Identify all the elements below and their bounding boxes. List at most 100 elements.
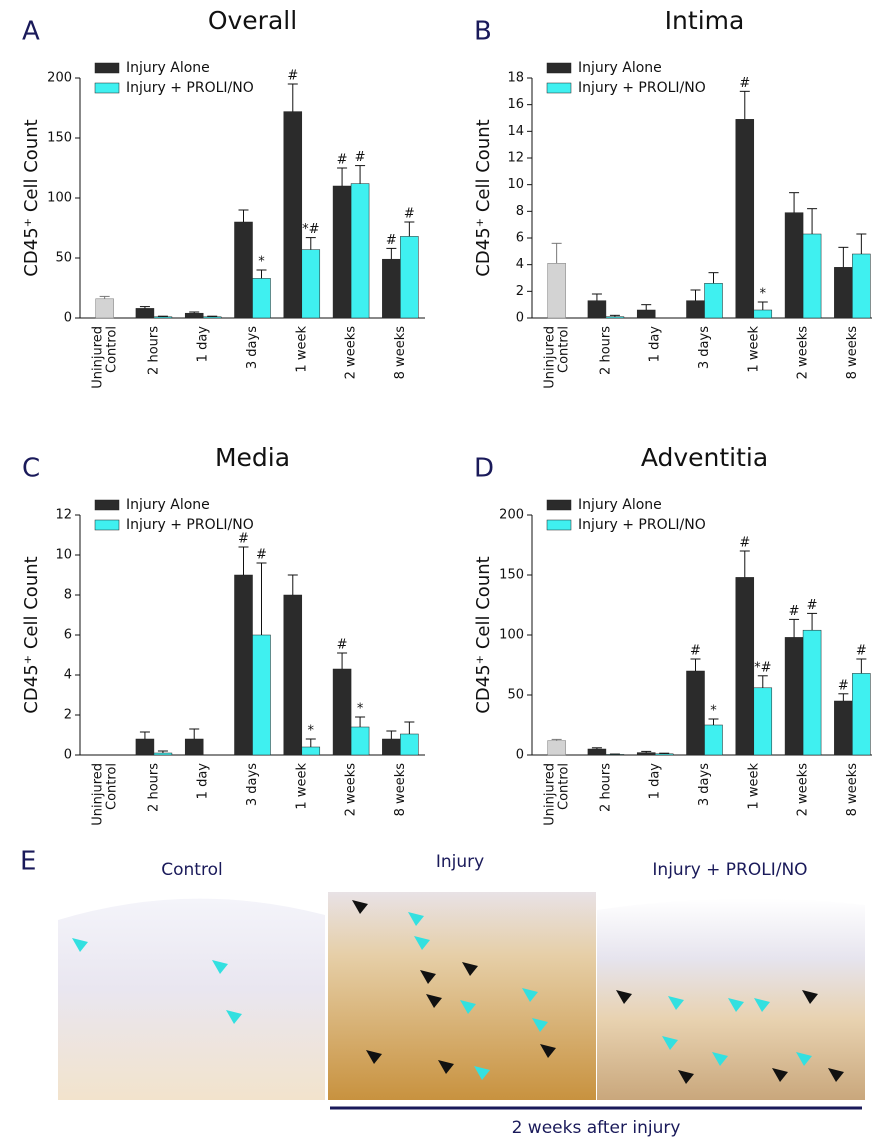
y-tick-label: 6 xyxy=(64,628,72,643)
legend-swatch xyxy=(547,63,571,73)
chart-title: Overall xyxy=(208,6,297,35)
caption: 2 weeks after injury xyxy=(512,1118,681,1138)
y-tick-label: 12 xyxy=(55,508,72,523)
chart-title: Intima xyxy=(665,6,745,35)
legend-swatch xyxy=(547,520,571,530)
x-tick-label-line: Uninjured xyxy=(90,763,105,826)
bar xyxy=(687,301,705,318)
significance-mark: # xyxy=(789,604,800,619)
legend-swatch xyxy=(547,500,571,510)
x-tick-label: 8 weeks xyxy=(393,326,408,380)
x-tick-label: 2 hours xyxy=(146,326,161,375)
significance-mark: # xyxy=(238,532,249,547)
x-tick-label: UninjuredControl xyxy=(542,326,571,389)
legend-swatch xyxy=(95,520,119,530)
bar xyxy=(185,739,203,755)
y-axis-label: CD45⁺ Cell Count xyxy=(473,556,494,713)
x-tick-label: 1 day xyxy=(648,763,663,800)
significance-mark: # xyxy=(355,150,366,165)
significance-mark: * xyxy=(760,287,767,302)
bar xyxy=(302,250,320,318)
y-tick-label: 14 xyxy=(507,124,524,139)
significance-mark: # xyxy=(739,76,750,91)
x-tick-label-line: Control xyxy=(104,763,119,810)
x-tick-label: 2 weeks xyxy=(796,763,811,817)
bar xyxy=(588,749,606,755)
y-tick-label: 0 xyxy=(516,748,524,763)
significance-mark: # xyxy=(838,678,849,693)
y-tick-label: 10 xyxy=(507,177,524,192)
legend-swatch xyxy=(547,83,571,93)
significance-mark: # xyxy=(337,638,348,653)
x-tick-label: 1 week xyxy=(294,763,309,810)
x-tick-label-line: Control xyxy=(556,763,571,810)
y-tick-label: 100 xyxy=(47,191,72,206)
image-title: Injury xyxy=(436,852,484,872)
bar xyxy=(400,734,418,755)
bar xyxy=(736,577,754,755)
bar xyxy=(333,669,351,755)
bar xyxy=(302,747,320,755)
x-tick-label: 2 weeks xyxy=(344,763,359,817)
image-title: Control xyxy=(161,860,222,880)
significance-mark: * xyxy=(308,724,315,739)
bar xyxy=(382,259,400,318)
significance-mark: # xyxy=(386,233,397,248)
legend-label: Injury + PROLI/NO xyxy=(126,80,254,96)
legend-swatch xyxy=(95,83,119,93)
legend-label: Injury Alone xyxy=(126,497,210,513)
legend-swatch xyxy=(95,63,119,73)
x-tick-label: 1 day xyxy=(648,326,663,363)
significance-mark: * xyxy=(357,702,364,717)
figure: AOverallCD45⁺ Cell Count050100150200Unin… xyxy=(0,0,872,1142)
bar xyxy=(588,301,606,318)
x-tick-label: 2 weeks xyxy=(796,326,811,380)
y-tick-label: 0 xyxy=(516,311,524,326)
image-title: Injury + PROLI/NO xyxy=(652,860,807,880)
y-tick-label: 6 xyxy=(516,231,524,246)
bar xyxy=(136,739,154,755)
significance-mark: * xyxy=(258,255,265,270)
bar xyxy=(154,753,172,755)
bar xyxy=(96,299,114,318)
bar xyxy=(548,741,566,755)
bar xyxy=(637,310,655,318)
bar xyxy=(852,254,870,318)
x-tick-label: 8 weeks xyxy=(845,326,860,380)
y-axis-label: CD45⁺ Cell Count xyxy=(21,119,42,276)
panel-letter: C xyxy=(22,454,40,484)
bar xyxy=(203,317,221,318)
x-tick-label: 3 days xyxy=(697,326,712,369)
bar xyxy=(253,278,271,318)
bar xyxy=(834,701,852,755)
x-tick-label: UninjuredControl xyxy=(542,763,571,826)
y-tick-label: 8 xyxy=(64,588,72,603)
legend-label: Injury Alone xyxy=(126,60,210,76)
x-tick-label-line: Control xyxy=(104,326,119,373)
significance-mark: # xyxy=(256,548,267,563)
x-tick-label-line: Control xyxy=(556,326,571,373)
x-tick-label: 8 weeks xyxy=(393,763,408,817)
x-tick-label: 8 weeks xyxy=(845,763,860,817)
x-tick-label: 1 week xyxy=(746,763,761,810)
x-tick-label-line: Uninjured xyxy=(542,763,557,826)
bar xyxy=(687,671,705,755)
bar xyxy=(606,317,624,318)
significance-mark: # xyxy=(807,598,818,613)
significance-mark: # xyxy=(856,644,867,659)
bar xyxy=(736,119,754,318)
x-tick-label: 3 days xyxy=(245,763,260,806)
x-tick-label: 2 weeks xyxy=(344,326,359,380)
x-tick-label: 1 week xyxy=(294,326,309,373)
y-tick-label: 2 xyxy=(516,284,524,299)
bar xyxy=(834,267,852,318)
bar xyxy=(351,184,369,318)
x-tick-label: 3 days xyxy=(245,326,260,369)
x-tick-label-line: Uninjured xyxy=(90,326,105,389)
bar xyxy=(333,186,351,318)
significance-mark: *# xyxy=(302,222,319,237)
significance-mark: # xyxy=(287,69,298,84)
